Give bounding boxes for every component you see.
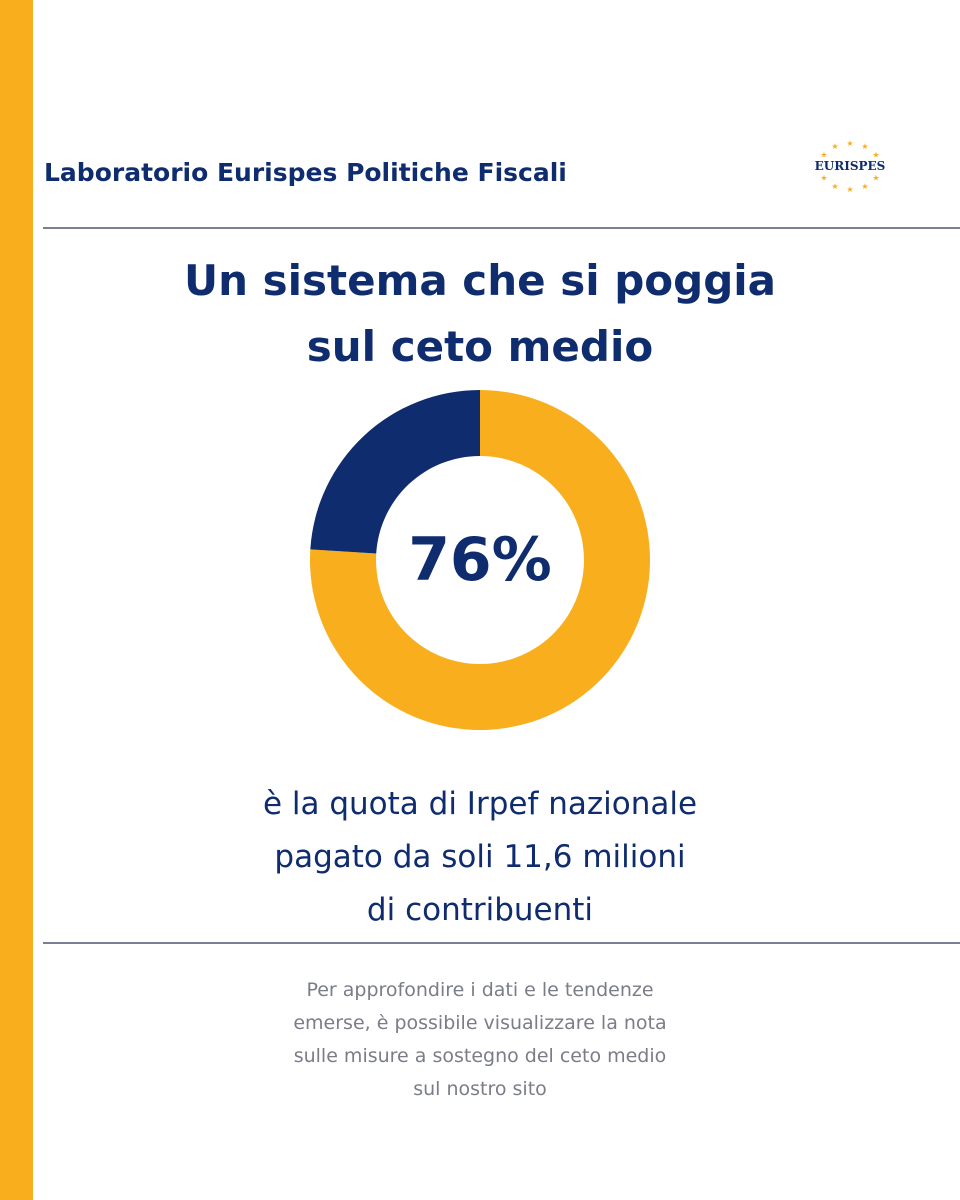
- left-accent-bar: [0, 0, 33, 1200]
- footer-note-line-1: Per approfondire i dati e le tendenze: [306, 979, 654, 1001]
- donut-center-label: 76%: [408, 525, 552, 595]
- subtitle-line-2: pagato da soli 11,6 milioni: [274, 839, 686, 875]
- logo-text: EURISPES: [815, 159, 886, 173]
- footer-note-line-4: sul nostro sito: [413, 1078, 547, 1100]
- logo-star: ★: [846, 139, 853, 148]
- footer-divider: [43, 942, 960, 944]
- subtitle-line-3: di contribuenti: [366, 892, 594, 928]
- logo-star: ★: [861, 182, 868, 191]
- footer-note-line-2: emerse, è possibile visualizzare la nota: [293, 1012, 667, 1034]
- logo-stars: ★ ★ ★ ★ ★ ★ ★ ★ ★ ★: [820, 139, 879, 194]
- logo-star: ★: [861, 142, 868, 151]
- subtitle-line-1: è la quota di Irpef nazionale: [262, 786, 698, 822]
- donut-slices: [310, 390, 650, 730]
- eurispes-logo: ★ ★ ★ ★ ★ ★ ★ ★ ★ ★ EURISPES: [815, 139, 886, 194]
- footer-note: Per approfondire i dati e le tendenze em…: [180, 974, 780, 1106]
- footer-note-line-3: sulle misure a sostegno del ceto medio: [293, 1045, 667, 1067]
- logo-star: ★: [872, 174, 879, 183]
- donut-chart: 76%: [310, 390, 650, 730]
- logo-star: ★: [846, 185, 853, 194]
- logo-star: ★: [831, 142, 838, 151]
- donut-slice-0: [310, 390, 650, 730]
- subtitle: è la quota di Irpef nazionale pagato da …: [130, 778, 830, 937]
- header-divider: [43, 227, 960, 229]
- logo-star: ★: [831, 182, 838, 191]
- main-title-line-2: sul ceto medio: [306, 322, 654, 371]
- logo-star: ★: [820, 151, 827, 160]
- logo-star: ★: [820, 174, 827, 183]
- header-title: Laboratorio Eurispes Politiche Fiscali: [44, 158, 567, 187]
- main-title-line-1: Un sistema che si poggia: [183, 256, 777, 305]
- main-title: Un sistema che si poggia sul ceto medio: [60, 248, 900, 380]
- logo-star: ★: [872, 151, 879, 160]
- donut-slice-1: [310, 390, 480, 554]
